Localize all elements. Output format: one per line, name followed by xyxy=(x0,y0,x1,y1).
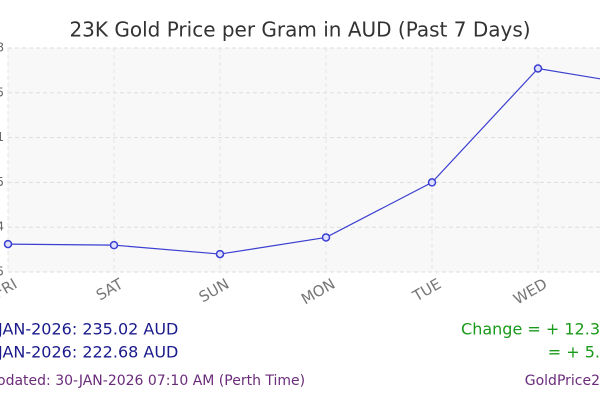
x-tick-label: FRI xyxy=(0,275,20,302)
chart-title: 23K Gold Price per Gram in AUD (Past 7 D… xyxy=(69,18,530,42)
y-tick-label: 220.5 xyxy=(0,265,4,279)
x-tick-label: SUN xyxy=(196,275,232,306)
y-tick-label: 238 xyxy=(0,41,4,55)
plot-area xyxy=(8,48,600,272)
x-tick-label: TUE xyxy=(409,275,445,306)
x-tick-label: MON xyxy=(298,275,338,309)
point xyxy=(321,233,331,242)
point xyxy=(533,64,543,73)
y-tick-label: 231 xyxy=(0,130,4,144)
earliest-price: JAN-2026: 222.68 AUD xyxy=(0,343,178,362)
x-tick-label: SAT xyxy=(93,274,127,304)
y-tick-label: 234.5 xyxy=(0,85,4,99)
point xyxy=(109,240,119,250)
latest-price: JAN-2026: 235.02 AUD xyxy=(0,320,178,339)
source: GoldPrice2 xyxy=(525,373,600,389)
change-value: Change = + 12.3 xyxy=(461,320,600,339)
x-tick-label: WED xyxy=(510,275,550,309)
point xyxy=(427,178,437,187)
y-tick-label: 224 xyxy=(0,220,4,234)
change-percent: = + 5. xyxy=(548,343,600,362)
updated-time: odated: 30-JAN-2026 07:10 AM (Perth Time… xyxy=(0,373,305,389)
point xyxy=(215,249,225,259)
point xyxy=(3,239,13,249)
y-tick-label: 227.5 xyxy=(0,175,4,189)
